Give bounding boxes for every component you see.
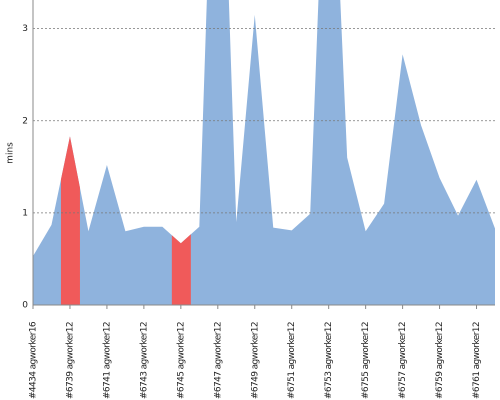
x-tick-label: #6741 agworker12: [102, 322, 112, 399]
x-tick-label: #6757 agworker12: [398, 322, 408, 399]
failed-build-highlight: [60, 136, 80, 305]
x-tick-label: #6747 agworker12: [213, 322, 223, 399]
x-tick-label: #6753 agworker12: [324, 322, 334, 399]
area: [33, 0, 495, 305]
y-tick-label: 2: [22, 116, 28, 126]
x-tick-label: #6761 agworker12: [472, 322, 482, 399]
y-tick-label: 0: [22, 301, 28, 311]
x-tick-label: #6759 agworker12: [435, 322, 445, 399]
x-tick-label: #6749 agworker12: [250, 322, 260, 399]
x-tick-label: #6745 agworker12: [176, 322, 186, 399]
y-axis-label: mins: [6, 142, 16, 164]
x-tick-label: #6751 agworker12: [287, 322, 297, 399]
x-tick-label: #6743 agworker12: [139, 322, 149, 399]
y-tick-label: 3: [22, 24, 28, 34]
x-tick-label: #6739 agworker12: [65, 322, 75, 399]
y-tick-label: 1: [22, 208, 28, 218]
x-tick-label: #6755 agworker12: [361, 322, 371, 399]
failed-build-highlight: [171, 234, 191, 305]
plot-area: [33, 0, 495, 305]
x-tick-label: #4434 agworker16: [29, 321, 39, 399]
